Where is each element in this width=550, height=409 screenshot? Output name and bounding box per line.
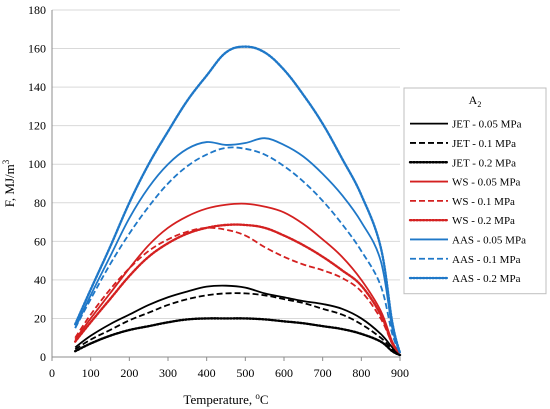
legend-item: WS - 0.1 MPa (410, 196, 515, 208)
series-line-6 (74, 223, 402, 355)
y-axis-title-text: F, MJ/m (2, 164, 17, 207)
legend-title-text: A (469, 93, 478, 107)
series-line-5 (74, 226, 401, 354)
legend-item: AAS - 0.05 MPa (410, 234, 526, 246)
legend: A2 JET - 0.05 MPa JET - 0.1 MPa JET - 0.2 … (403, 87, 547, 295)
y-tick-label: 160 (28, 42, 46, 56)
legend-item: AAS - 0.2 MPa (408, 273, 521, 285)
legend-label: AAS - 0.2 MPa (452, 273, 521, 285)
legend-items: JET - 0.05 MPa JET - 0.1 MPa JET - 0.2 MPa… (408, 119, 526, 285)
x-axis-unit: C (260, 392, 269, 407)
legend-label: WS - 0.2 MPa (452, 215, 515, 227)
y-tick-label: 60 (34, 234, 46, 248)
x-tick-label: 700 (314, 366, 332, 380)
x-tick-label: 800 (352, 366, 370, 380)
y-tick-label: 100 (28, 157, 46, 171)
y-tick-label: 120 (28, 119, 46, 133)
y-tick-label: 140 (28, 80, 46, 94)
series-line-2 (74, 292, 401, 356)
series-line-9 (74, 45, 402, 355)
series-line-4 (74, 202, 401, 354)
gridlines (52, 9, 400, 319)
x-tick-label: 100 (82, 366, 100, 380)
y-tick-label: 80 (34, 196, 46, 210)
x-tick-label: 0 (49, 366, 55, 380)
legend-item: JET - 0.1 MPa (410, 138, 516, 150)
legend-label: JET - 0.05 MPa (452, 119, 522, 131)
legend-label: AAS - 0.05 MPa (452, 234, 526, 246)
legend-item: JET - 0.05 MPa (410, 119, 522, 131)
x-tick-label: 300 (159, 366, 177, 380)
axes (51, 10, 401, 361)
legend-label: JET - 0.1 MPa (452, 138, 516, 150)
legend-item: WS - 0.2 MPa (408, 215, 515, 227)
y-tick-label: 180 (28, 3, 46, 17)
legend-item: AAS - 0.1 MPa (410, 254, 521, 266)
y-axis-unit-superscript: 3 (1, 159, 11, 164)
x-tick-label: 600 (275, 366, 293, 380)
x-axis-title-text: Temperature, (183, 392, 255, 407)
tick-labels: 0 20 40 60 80 100 120 140 160 180 0 100 200 300 400 500… (28, 3, 409, 380)
series-line-3 (74, 317, 402, 357)
x-axis-unit-superscript: o (255, 391, 260, 401)
legend-label: AAS - 0.1 MPa (452, 254, 521, 266)
y-tick-label: 20 (34, 311, 46, 325)
legend-title: A2 (469, 93, 482, 109)
series-line-8 (74, 146, 401, 354)
legend-item: JET - 0.2 MPa (408, 157, 516, 169)
x-tick-label: 500 (236, 366, 254, 380)
x-tick-label: 400 (198, 366, 216, 380)
legend-box (403, 87, 547, 295)
y-tick-label: 40 (34, 273, 46, 287)
legend-label: JET - 0.2 MPa (452, 157, 516, 169)
legend-item: WS - 0.05 MPa (410, 177, 521, 189)
legend-label: WS - 0.05 MPa (452, 177, 521, 189)
x-tick-label: 900 (391, 366, 409, 380)
legend-title-subscript: 2 (477, 100, 481, 109)
legend-label: WS - 0.1 MPa (452, 196, 515, 208)
y-tick-label: 0 (40, 350, 46, 364)
x-axis-title: Temperature, oC (183, 391, 268, 407)
series-line-1 (74, 284, 401, 356)
series-lines (74, 45, 402, 357)
y-axis-title: F, MJ/m3 (1, 159, 17, 207)
series-line-7 (74, 137, 401, 354)
x-tick-label: 200 (120, 366, 138, 380)
